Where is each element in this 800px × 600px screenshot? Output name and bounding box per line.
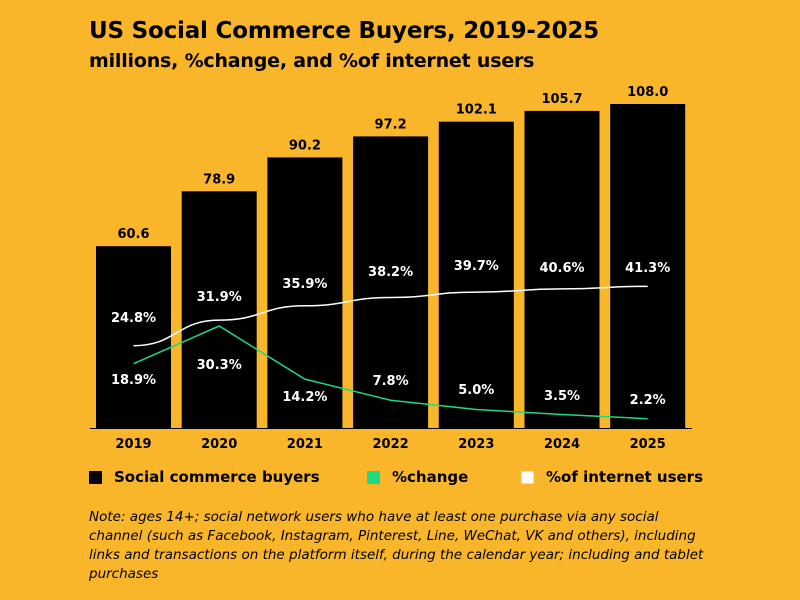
legend-item-internet: %of internet users (521, 468, 703, 486)
bar-2020 (181, 191, 257, 428)
legend-label-internet: %of internet users (546, 468, 703, 486)
change-label-2023: 5.0% (458, 383, 494, 398)
chart-title: US Social Commerce Buyers, 2019-2025 (89, 18, 599, 44)
bar-label-2022: 97.2 (375, 117, 407, 132)
bar-label-2019: 60.6 (117, 227, 149, 242)
x-tick-label-2020: 2020 (201, 437, 237, 452)
chart-subtitle: millions, %change, and %of internet user… (89, 50, 535, 72)
chart-plot: 60.6 78.9 90.2 97.2 102.1 105.7 108.0 2019 2020 2… (90, 85, 692, 452)
series-line-change (133, 325, 648, 420)
legend-swatch-change (367, 470, 380, 484)
internet-label-2023: 39.7% (454, 259, 499, 274)
internet-label-2020: 31.9% (197, 290, 242, 305)
x-tick-label-2022: 2022 (373, 437, 409, 452)
internet-label-2025: 41.3% (625, 261, 670, 276)
bar-2019 (96, 246, 171, 428)
x-tick-label-2021: 2021 (287, 437, 323, 452)
internet-label-2021: 35.9% (282, 277, 327, 292)
bar-2024 (524, 110, 600, 429)
legend-item-buyers: Social commerce buyers (89, 468, 320, 486)
chart-note: Note: ages 14+; social network users who… (89, 509, 704, 582)
change-label-2019: 18.9% (111, 373, 156, 388)
change-label-2024: 3.5% (544, 389, 580, 404)
change-label-2021: 14.2% (282, 390, 327, 405)
legend-label-buyers: Social commerce buyers (114, 468, 320, 486)
x-tick-label-2023: 2023 (458, 437, 494, 452)
x-tick-label-2019: 2019 (115, 437, 151, 452)
bar-label-2021: 90.2 (289, 138, 321, 153)
chart-legend: Social commerce buyers %change %of inter… (89, 468, 729, 490)
internet-label-2019: 24.8% (111, 311, 156, 326)
bar-label-2024: 105.7 (541, 92, 582, 107)
change-label-2022: 7.8% (373, 374, 409, 389)
x-tick-label-2024: 2024 (544, 437, 580, 452)
legend-item-change: %change (367, 468, 468, 486)
legend-swatch-buyers (89, 470, 102, 484)
series-line-internet-users (133, 285, 648, 347)
bar-2022 (353, 136, 429, 428)
change-label-2025: 2.2% (630, 393, 666, 408)
bar-label-2025: 108.0 (627, 85, 668, 100)
legend-swatch-internet (521, 470, 534, 484)
bar-2021 (267, 157, 343, 428)
bar-2025 (610, 104, 686, 428)
internet-label-2022: 38.2% (368, 265, 413, 280)
internet-label-2024: 40.6% (539, 261, 584, 276)
change-label-2020: 30.3% (197, 358, 242, 373)
bar-label-2023: 102.1 (456, 103, 497, 118)
legend-label-change: %change (392, 468, 469, 486)
x-tick-label-2025: 2025 (630, 437, 666, 452)
bar-2023 (438, 121, 514, 428)
bar-label-2020: 78.9 (203, 172, 235, 187)
